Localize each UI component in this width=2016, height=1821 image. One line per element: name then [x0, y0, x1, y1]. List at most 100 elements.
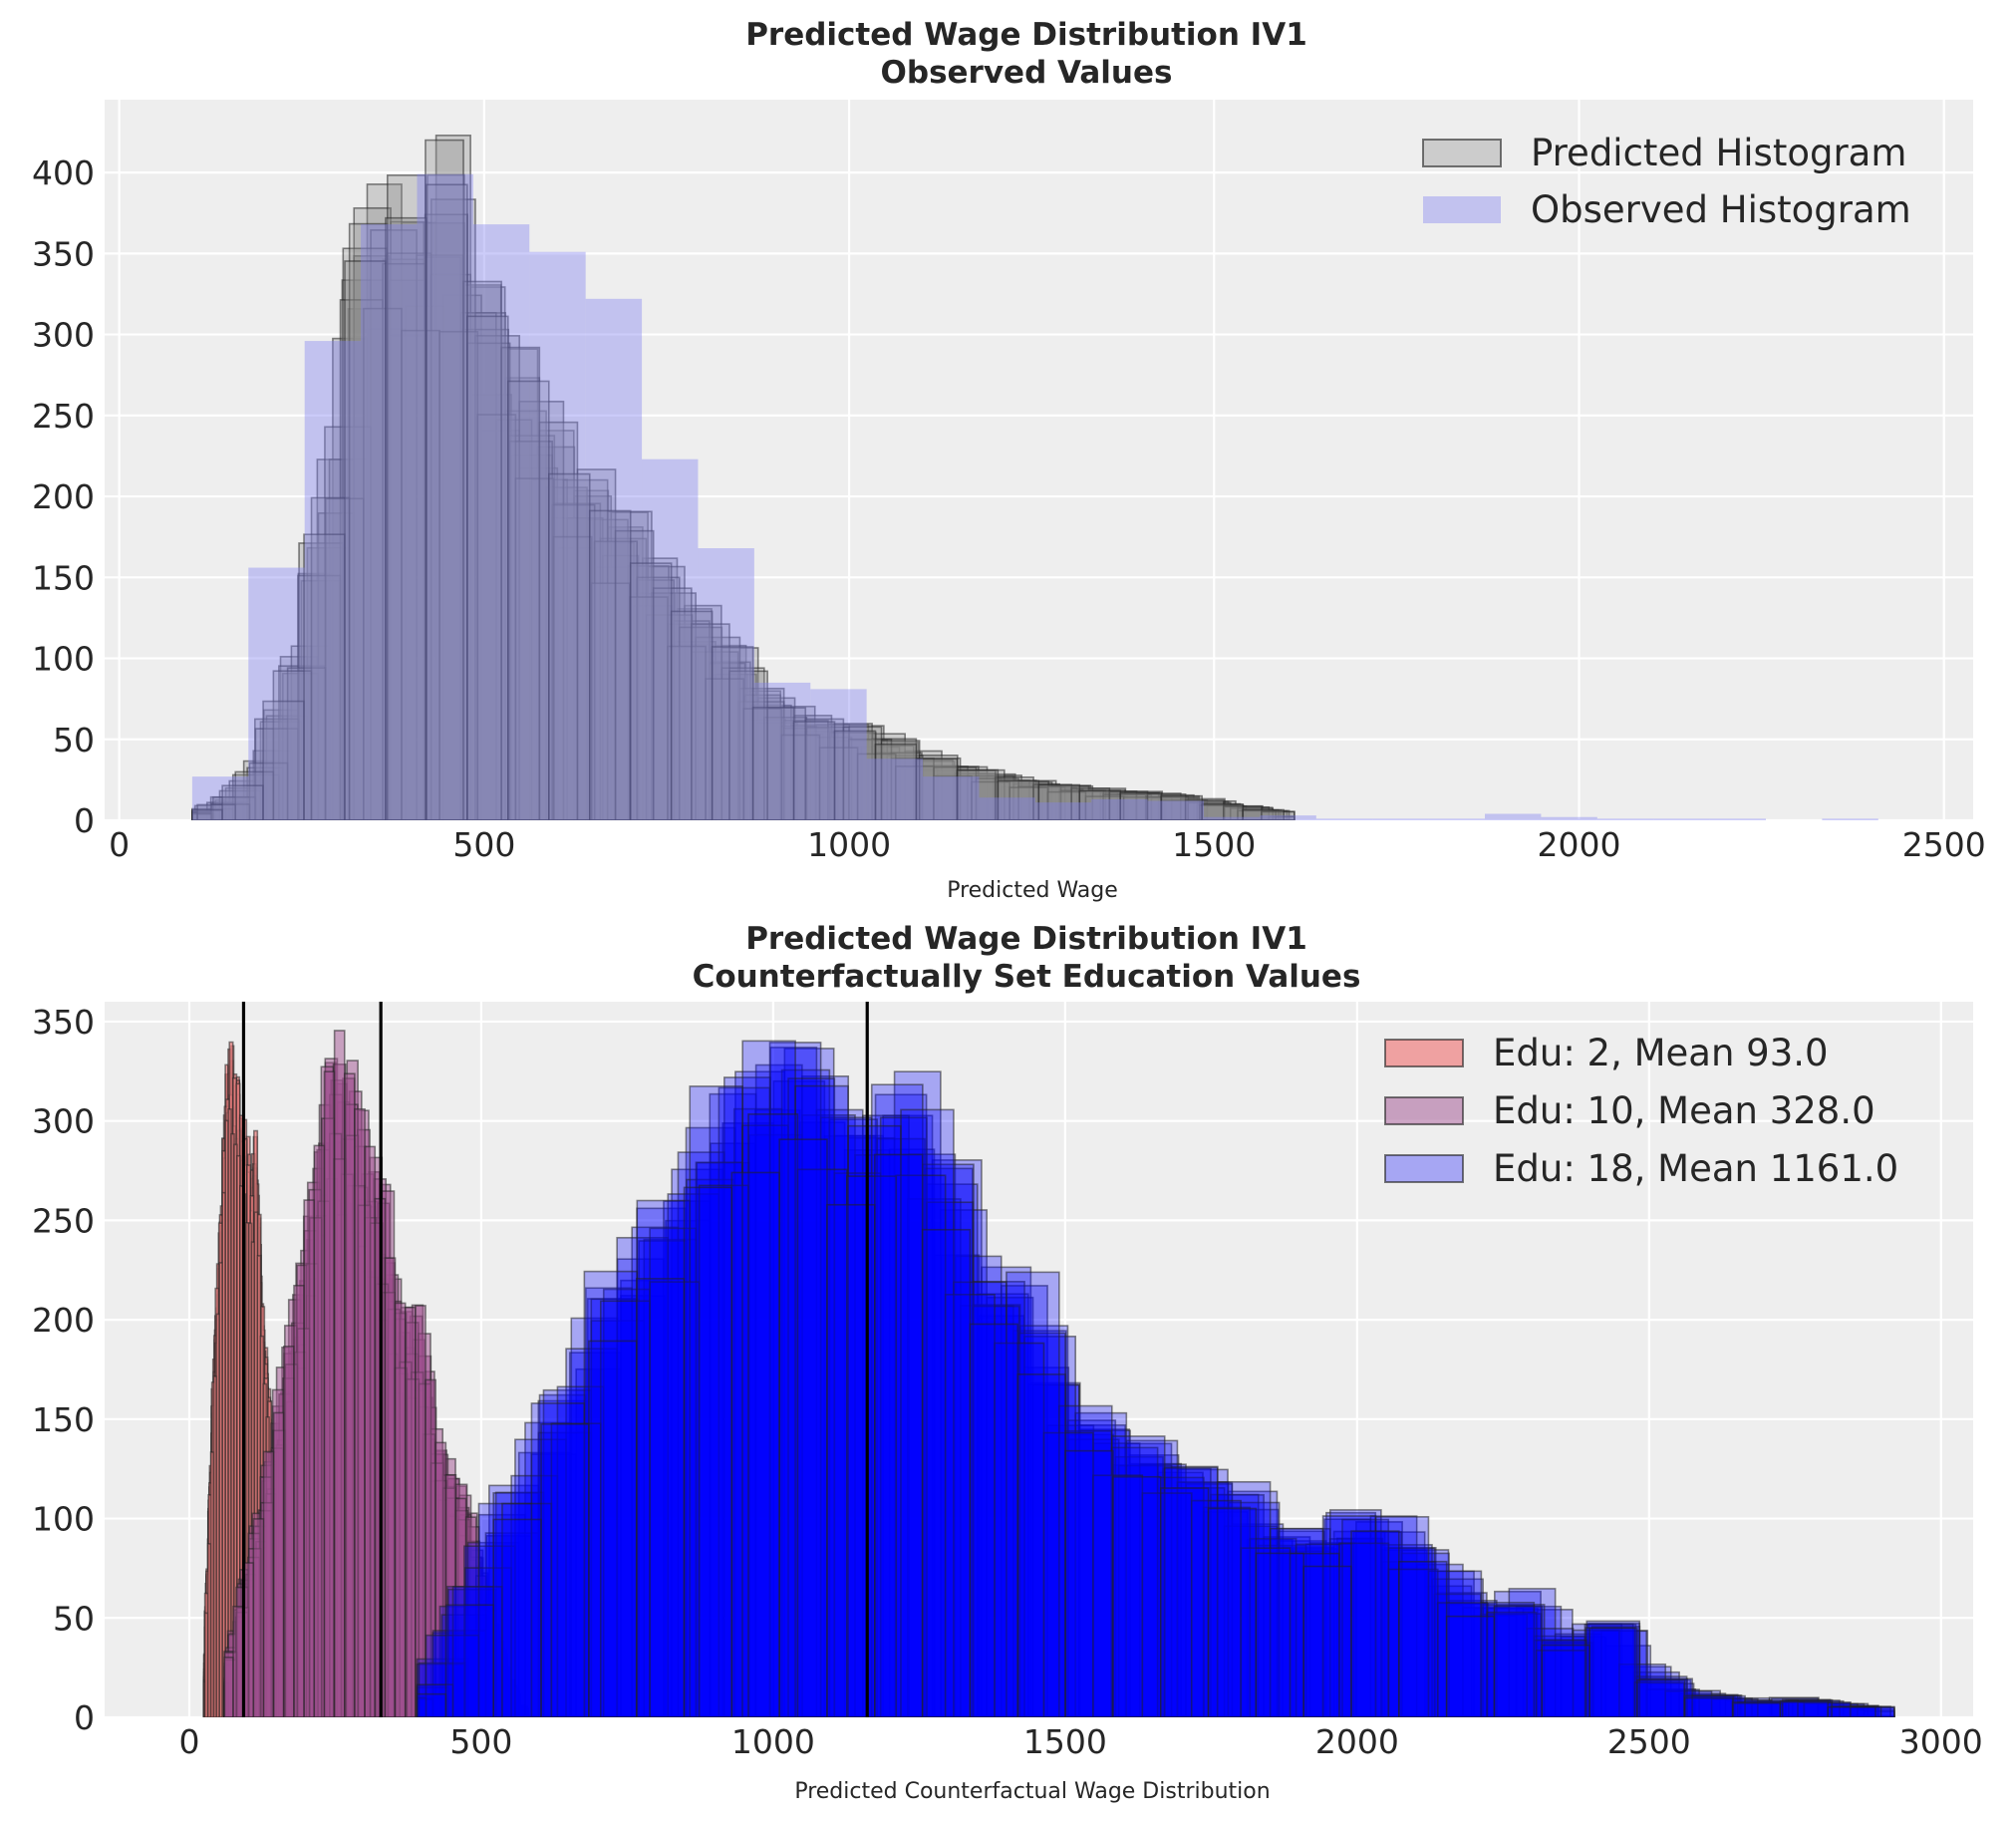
histogram-bar [1091, 799, 1147, 820]
histogram-bar [473, 224, 529, 820]
histogram-bar [1685, 1698, 1733, 1717]
legend-swatch-edu18 [1385, 1155, 1463, 1182]
legend-swatch-edu10 [1385, 1097, 1463, 1124]
chart-title-line2: Counterfactually Set Education Values [693, 959, 1361, 995]
histogram-bar [1780, 1701, 1828, 1717]
histogram-bar [1822, 818, 1877, 820]
y-tick-label: 200 [32, 1301, 95, 1340]
histogram-bar [979, 797, 1034, 820]
histogram-bar [754, 683, 810, 820]
x-tick-label: 1000 [731, 1722, 815, 1761]
x-tick-label: 1500 [1023, 1722, 1107, 1761]
histogram-bar [731, 1172, 779, 1717]
histogram-bar [1541, 817, 1596, 820]
y-tick-label: 300 [32, 316, 95, 355]
x-tick-label: 2500 [1902, 825, 1986, 864]
histogram-bar [361, 224, 417, 820]
histogram-bar [1256, 1553, 1303, 1717]
histogram-bar [385, 1258, 395, 1717]
histogram-bar [779, 1139, 827, 1717]
histogram-bar [698, 548, 753, 820]
histogram-bar [642, 459, 698, 820]
x-tick-label: 2500 [1607, 1722, 1691, 1761]
histogram-bar [1161, 1488, 1209, 1717]
legend-swatch-edu2 [1385, 1040, 1463, 1066]
histogram-bar [1209, 1508, 1257, 1717]
histogram-bar [304, 1200, 314, 1717]
histogram-bar [1303, 1566, 1351, 1717]
legend-label-edu10: Edu: 10, Mean 328.0 [1493, 1089, 1875, 1132]
legend-label-edu18: Edu: 18, Mean 1161.0 [1493, 1147, 1898, 1190]
legend: Edu: 2, Mean 93.0 Edu: 10, Mean 328.0 Ed… [1385, 1032, 1898, 1190]
x-tick-label: 1500 [1172, 825, 1256, 864]
histogram-bar [1542, 1646, 1589, 1717]
x-tick-label: 3000 [1899, 1722, 1983, 1761]
histogram-bar [314, 1145, 324, 1717]
histogram-bar [253, 1519, 263, 1717]
histogram-bar [284, 1347, 294, 1717]
histogram-bar [233, 1607, 243, 1717]
histogram-bar [305, 341, 361, 820]
histogram-bar [1204, 817, 1260, 820]
y-tick-label: 300 [32, 1102, 95, 1141]
histogram-bar [1035, 802, 1091, 820]
y-tick-label: 350 [32, 1003, 95, 1042]
histogram-bar [335, 1031, 345, 1717]
legend-label-observed: Observed Histogram [1531, 188, 1911, 231]
histogram-bar [1017, 1374, 1065, 1717]
histogram-bar [192, 776, 248, 820]
histogram-bar [224, 1658, 233, 1717]
histogram-bar [1733, 1702, 1781, 1717]
y-tick-label: 100 [32, 640, 95, 679]
histogram-bar [1447, 1617, 1495, 1717]
histogram-bar [1653, 818, 1709, 820]
histogram-bar [1260, 815, 1315, 820]
histogram-bar [1828, 1707, 1875, 1717]
histogram-bar [248, 568, 304, 820]
x-tick-label: 2000 [1315, 1722, 1399, 1761]
y-tick-label: 150 [32, 558, 95, 597]
y-tick-label: 50 [53, 1599, 95, 1638]
histogram-bar [1351, 1531, 1399, 1717]
histogram-bar [1399, 1562, 1447, 1717]
histogram-bar [1637, 1680, 1685, 1717]
y-tick-label: 200 [32, 477, 95, 516]
y-tick-label: 150 [32, 1400, 95, 1439]
histogram-bar [541, 1424, 589, 1717]
y-tick-label: 250 [32, 1201, 95, 1240]
legend-swatch-predicted [1423, 140, 1501, 166]
chart-title-line1: Predicted Wage Distribution IV1 [745, 17, 1307, 53]
y-tick-label: 0 [74, 801, 95, 840]
histogram-bar [1316, 818, 1372, 820]
legend-label-predicted: Predicted Histogram [1531, 132, 1906, 174]
histogram-bar [1372, 818, 1428, 820]
histogram-bar [529, 252, 585, 820]
y-tick-label: 0 [74, 1698, 95, 1737]
y-tick-label: 250 [32, 397, 95, 436]
x-axis-label: Predicted Counterfactual Wage Distributi… [794, 1779, 1270, 1804]
histogram-bar [1597, 818, 1653, 820]
histogram-bar [396, 1303, 406, 1717]
histogram-bar [867, 759, 923, 820]
x-tick-label: 1000 [807, 825, 891, 864]
histogram-bar [365, 1146, 375, 1717]
histogram-bar [294, 1286, 304, 1717]
histogram-bar [493, 1519, 541, 1717]
histogram-bar [417, 174, 472, 820]
histogram-bar [345, 1073, 355, 1717]
x-axis-label: Predicted Wage [947, 878, 1118, 903]
histogram-bar [1148, 801, 1204, 820]
legend-label-edu2: Edu: 2, Mean 93.0 [1493, 1032, 1829, 1074]
x-tick-label: 500 [452, 825, 515, 864]
legend-swatch-observed [1423, 196, 1501, 223]
histogram-bar [685, 1187, 732, 1717]
y-tick-label: 400 [32, 153, 95, 192]
y-tick-label: 50 [53, 721, 95, 759]
histogram-bar [274, 1412, 284, 1717]
histogram-bar [406, 1308, 416, 1717]
x-tick-label: 0 [178, 1722, 199, 1761]
histogram-bar [355, 1109, 365, 1717]
